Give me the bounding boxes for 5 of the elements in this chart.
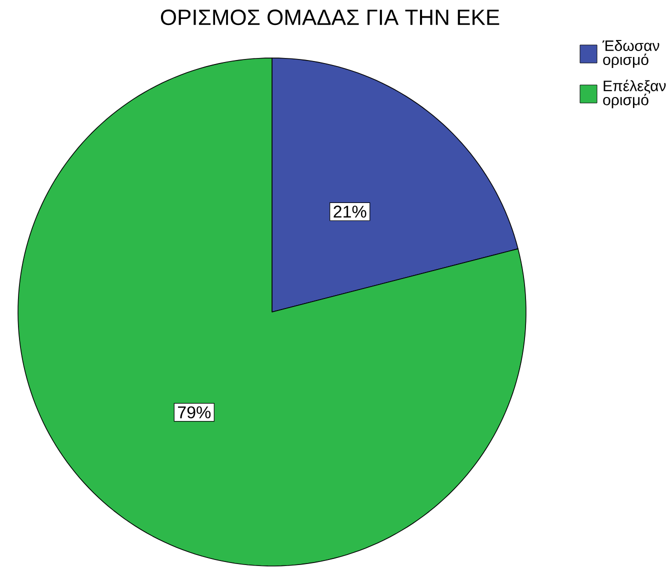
data-label: 79% [178,406,211,418]
legend-label: Έδωσαν ορισμό [602,40,660,68]
legend-label: Επέλεξαν ορισμό [603,80,666,108]
chart-title: ΟΡΙΣΜΟΣ ΟΜΑΔΑΣ ΓΙΑ ΤΗΝ ΕΚΕ [160,10,500,26]
data-label: 21% [334,206,366,218]
